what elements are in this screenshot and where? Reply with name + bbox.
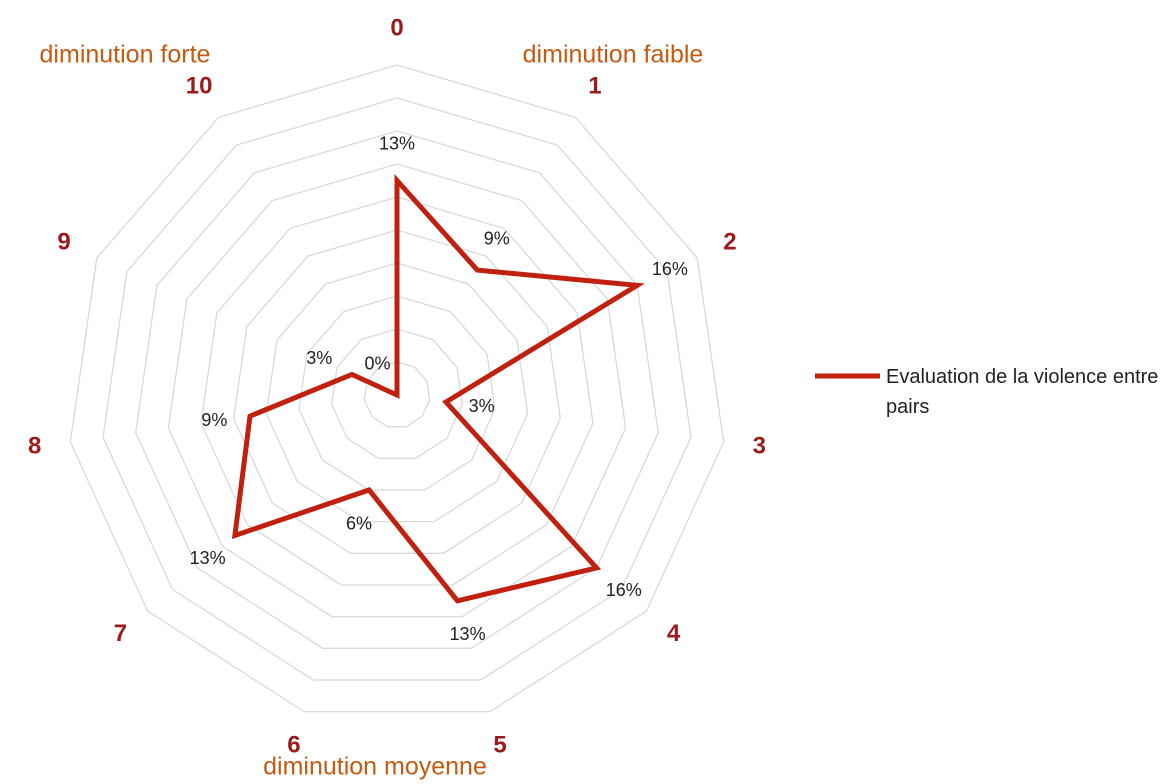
category-label: 3 <box>753 432 766 459</box>
grid-ring <box>331 328 463 459</box>
annotation: diminution faible <box>523 41 704 69</box>
data-label: 16% <box>652 259 688 279</box>
category-label: 0 <box>390 14 403 41</box>
annotation: diminution moyenne <box>263 753 487 781</box>
data-label: 6% <box>346 513 372 533</box>
category-label: 2 <box>723 228 736 255</box>
grid-ring <box>233 229 561 554</box>
category-label: 8 <box>28 432 41 459</box>
legend-label: Evaluation de la violence entre pairs <box>886 366 1159 418</box>
data-label: 9% <box>201 410 227 430</box>
data-label: 3% <box>469 396 495 416</box>
annotation: diminution forte <box>40 41 211 69</box>
data-label: 3% <box>306 348 332 368</box>
data-label: 13% <box>190 548 226 568</box>
data-label: 9% <box>484 229 510 249</box>
category-label: 7 <box>114 620 127 647</box>
data-label: 0% <box>365 353 391 373</box>
category-label: 4 <box>667 620 681 647</box>
category-label: 5 <box>493 732 506 759</box>
grid-ring <box>363 361 431 428</box>
grid-ring <box>69 64 725 713</box>
data-label: 13% <box>379 133 415 153</box>
data-label: 16% <box>606 580 642 600</box>
grid-ring <box>200 196 594 586</box>
category-label: 1 <box>588 72 601 99</box>
grid-ring <box>135 130 659 649</box>
category-label: 9 <box>57 228 70 255</box>
data-label: 13% <box>450 624 486 644</box>
series-line <box>231 173 645 604</box>
category-label: 10 <box>186 72 213 99</box>
category-label: 6 <box>287 732 300 759</box>
grid-ring <box>298 295 496 491</box>
grid-ring <box>102 97 692 681</box>
